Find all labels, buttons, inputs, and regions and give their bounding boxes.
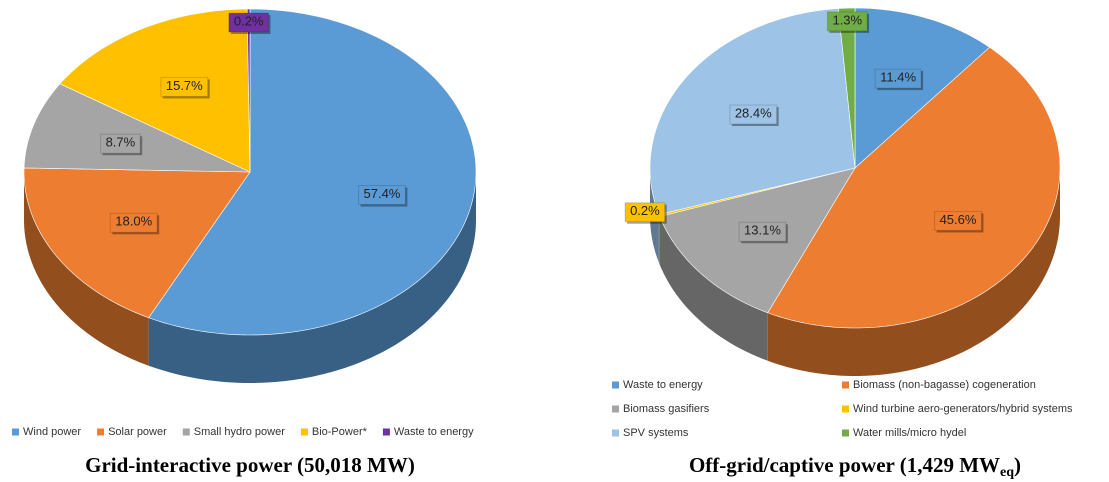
chart-title-subscript: eq — [1000, 465, 1014, 480]
chart-title-end: ) — [1014, 453, 1021, 477]
pie-slice — [767, 46, 1061, 329]
data-label: 11.4% — [874, 68, 924, 91]
label-box — [729, 104, 778, 125]
legend-swatch — [300, 428, 308, 436]
legend-label: Small hydro power — [194, 426, 285, 438]
data-label-text: 0.2% — [630, 203, 660, 218]
chart-title-text: Off-grid/captive power (1,429 MW — [689, 453, 1000, 477]
data-label: 8.7% — [100, 133, 143, 156]
label-box — [624, 202, 666, 223]
label-box — [109, 212, 158, 233]
legend-label: Wind turbine aero-generators/hybrid syst… — [853, 403, 1073, 415]
legend-swatch — [97, 428, 105, 436]
chart-title: Grid-interactive power (50,018 MW) — [85, 453, 415, 477]
legend-label: Biomass (non-bagasse) cogeneration — [853, 379, 1036, 391]
legend-swatch — [612, 381, 619, 389]
pie-slice — [854, 7, 991, 169]
data-label-text: 8.7% — [106, 135, 136, 150]
legend-label: Solar power — [108, 426, 167, 438]
label-box — [874, 68, 922, 89]
legend-swatch — [182, 428, 190, 436]
pie-slice — [23, 167, 251, 319]
legend-label: SPV systems — [623, 427, 689, 439]
data-label-text: 15.7% — [166, 78, 203, 93]
data-label-text: 57.4% — [364, 186, 401, 201]
pie-slice — [837, 7, 856, 169]
label-box — [738, 221, 787, 242]
chart-title-text: Grid-interactive power (50,018 MW) — [85, 453, 415, 477]
label-box — [358, 185, 406, 206]
data-label: 28.4% — [729, 104, 779, 127]
data-label-text: 28.4% — [735, 105, 772, 120]
legend-swatch — [842, 381, 849, 389]
data-label-text: 0.2% — [234, 13, 264, 28]
legend-label: Water mills/micro hydel — [853, 427, 966, 439]
data-label: 0.2% — [228, 12, 271, 35]
data-label: 0.2% — [624, 202, 667, 224]
data-label: 1.3% — [826, 11, 870, 33]
legend-label: Waste to energy — [623, 379, 703, 391]
slice-side — [24, 172, 149, 366]
data-label-text: 45.6% — [940, 212, 977, 227]
data-label-text: 1.3% — [832, 12, 862, 27]
pie-slice — [59, 8, 251, 173]
label-box — [228, 12, 270, 33]
legend-label: Biomass gasifiers — [623, 403, 710, 415]
data-label: 45.6% — [934, 210, 984, 233]
legend-label: Waste to energy — [394, 426, 474, 438]
pie-slice — [148, 8, 477, 336]
legend-swatch — [612, 429, 619, 437]
chart-title: Off-grid/captive power (1,429 MWeq) — [689, 453, 1021, 480]
data-label-text: 18.0% — [115, 214, 152, 229]
legend-swatch — [382, 428, 390, 436]
slice-side — [148, 172, 476, 383]
pie-slice — [23, 83, 251, 173]
slice-side — [659, 216, 768, 361]
legend-swatch — [842, 405, 849, 413]
legend-label: Wind power — [23, 426, 81, 438]
data-label: 18.0% — [109, 212, 160, 235]
data-label: 15.7% — [160, 76, 210, 99]
label-box — [934, 210, 982, 231]
label-box — [100, 133, 141, 154]
legend-label: Bio-Power* — [312, 426, 368, 438]
label-box — [160, 76, 209, 97]
legend-swatch — [612, 405, 619, 413]
data-label: 57.4% — [358, 185, 408, 207]
legend-swatch — [12, 428, 19, 436]
slice-side — [658, 214, 660, 265]
data-label-text: 13.1% — [744, 223, 781, 238]
data-label-text: 11.4% — [880, 70, 916, 85]
slice-side — [767, 168, 1060, 376]
pie-slice — [246, 8, 251, 173]
data-label: 13.1% — [738, 221, 788, 244]
legend-swatch — [842, 429, 849, 437]
label-box — [826, 11, 868, 32]
